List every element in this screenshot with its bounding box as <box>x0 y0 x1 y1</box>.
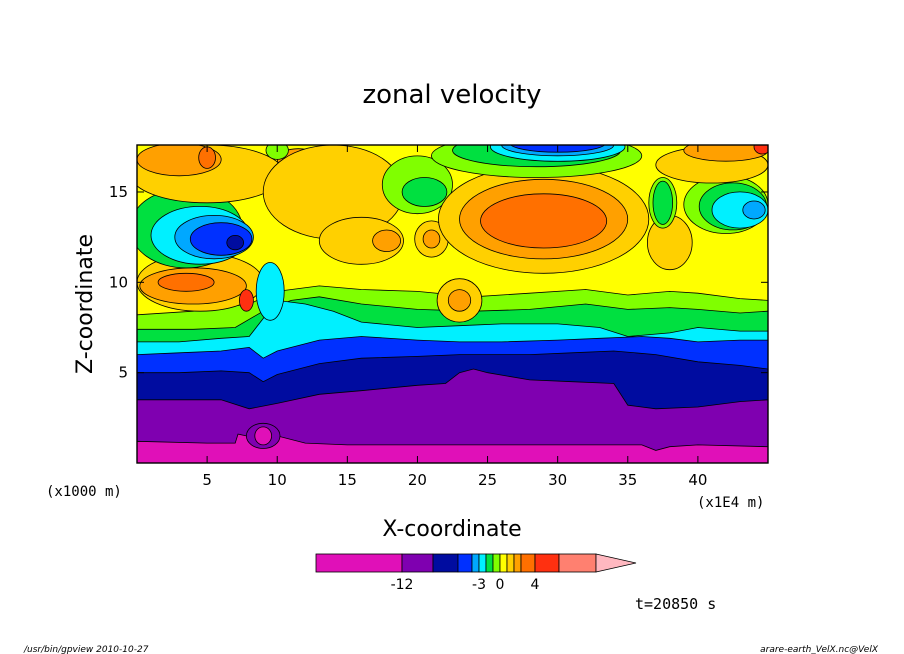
colorbar-swatch <box>513 553 522 573</box>
y-tick-label: 15 <box>109 183 128 201</box>
y-axis-label: Z-coordinate <box>73 234 98 374</box>
footer-left: /usr/bin/gpview 2010-10-27 <box>23 645 149 654</box>
x-tick-label: 15 <box>338 471 357 489</box>
colorbar-swatch <box>499 553 508 573</box>
x-tick-label: 40 <box>688 471 707 489</box>
colorbar-swatch <box>485 553 494 573</box>
colorbar-tick-label: -3 <box>472 577 486 593</box>
colorbar-swatch <box>432 553 459 573</box>
footer-right: arare-earth_VelX.nc@VelX <box>760 645 879 654</box>
x-tick-label: 25 <box>478 471 497 489</box>
contour-region <box>254 426 273 446</box>
contour-band <box>137 433 768 463</box>
colorbar-swatch <box>471 553 480 573</box>
colorbar-swatch <box>520 553 536 573</box>
x-axis-label: X-coordinate <box>382 517 521 542</box>
colorbar-arrow <box>595 553 637 573</box>
colorbar-swatch <box>478 553 487 573</box>
contour-region <box>422 229 441 249</box>
contour-region <box>447 289 472 312</box>
x-tick-label: 5 <box>202 471 212 489</box>
contour-region <box>238 289 254 312</box>
chart-title: zonal velocity <box>362 80 541 110</box>
colorbar: -12 -3 0 4 <box>315 553 637 593</box>
colorbar-swatch <box>506 553 515 573</box>
plot-frame <box>136 144 769 464</box>
x-tick-label: 20 <box>408 471 427 489</box>
colorbar-tick-label: 4 <box>531 577 540 593</box>
contour-region <box>226 235 245 251</box>
contour-region <box>652 180 674 225</box>
contour-region <box>157 272 215 292</box>
x-tick-label: 35 <box>618 471 637 489</box>
plot-area <box>137 145 768 463</box>
x-unit-left: (x1000 m) <box>46 484 122 500</box>
contour-region <box>318 216 404 265</box>
x-unit-right: (x1E4 m) <box>697 495 764 511</box>
y-axis: 5 10 15 <box>109 183 768 382</box>
colorbar-tick-label: 0 <box>496 577 505 593</box>
colorbar-tick-label: -12 <box>391 577 414 593</box>
y-tick-label: 5 <box>118 364 128 382</box>
x-axis: 5 10 15 20 25 30 35 40 <box>202 145 707 489</box>
contour-region <box>742 200 766 220</box>
contour-region <box>265 145 289 160</box>
colorbar-swatch <box>457 553 473 573</box>
time-label: t=20850 s <box>635 595 716 613</box>
contour-region <box>255 262 285 321</box>
x-tick-label: 30 <box>548 471 567 489</box>
colorbar-swatch <box>492 553 501 573</box>
y-tick-label: 10 <box>109 273 128 291</box>
x-tick-label: 10 <box>268 471 287 489</box>
colorbar-swatch <box>401 553 434 573</box>
contour-region <box>753 145 768 155</box>
contour-region <box>401 177 448 207</box>
colorbar-swatch <box>558 553 597 573</box>
contour-region <box>683 145 768 162</box>
colorbar-swatch <box>534 553 560 573</box>
contour-region <box>480 193 608 249</box>
contour-region <box>372 229 402 253</box>
contour-band <box>137 368 768 463</box>
colorbar-swatch <box>315 553 403 573</box>
